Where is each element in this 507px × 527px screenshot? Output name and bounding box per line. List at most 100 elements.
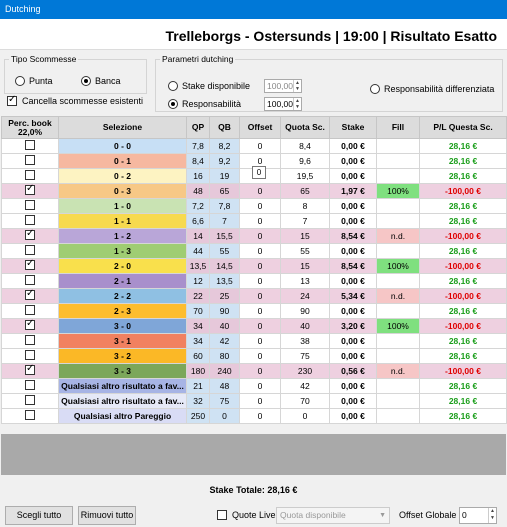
- row-checkbox-cell[interactable]: [1, 408, 59, 424]
- offset-cell[interactable]: 0: [239, 258, 281, 274]
- offset-cell[interactable]: 0: [239, 228, 281, 244]
- col-header-offset[interactable]: Offset: [239, 116, 281, 139]
- row-checkbox-cell[interactable]: [1, 228, 59, 244]
- radio-responsabilita[interactable]: Responsabilità: [168, 99, 241, 109]
- col-header-stake[interactable]: Stake: [329, 116, 377, 139]
- row-checkbox[interactable]: [25, 320, 35, 330]
- col-header-selezione[interactable]: Selezione: [58, 116, 187, 139]
- qb-cell[interactable]: 75: [209, 393, 240, 409]
- offset-cell[interactable]: 0: [239, 408, 281, 424]
- offset-cell[interactable]: 0: [239, 288, 281, 304]
- table-row[interactable]: 2 - 1 12 13,5 0 13 0,00 € 28,16 €: [1, 273, 507, 289]
- table-row[interactable]: 3 - 2 60 80 0 75 0,00 € 28,16 €: [1, 348, 507, 364]
- row-checkbox[interactable]: [25, 410, 35, 420]
- radio-resp-diff-circle[interactable]: [370, 84, 380, 94]
- row-checkbox-cell[interactable]: [1, 303, 59, 319]
- row-checkbox[interactable]: [25, 215, 35, 225]
- offset-cell[interactable]: 0: [239, 243, 281, 259]
- row-checkbox[interactable]: [25, 350, 35, 360]
- col-header-pl[interactable]: P/L Questa Sc.: [419, 116, 507, 139]
- qp-cell[interactable]: 34: [186, 318, 210, 334]
- row-checkbox-cell[interactable]: [1, 243, 59, 259]
- offset-cell[interactable]: 0: [239, 183, 281, 199]
- qp-cell[interactable]: 180: [186, 363, 210, 379]
- offset-cell[interactable]: 0: [239, 303, 281, 319]
- qp-cell[interactable]: 32: [186, 393, 210, 409]
- qb-cell[interactable]: 15,5: [209, 228, 240, 244]
- qp-cell[interactable]: 44: [186, 243, 210, 259]
- row-checkbox[interactable]: [25, 170, 35, 180]
- table-row[interactable]: 2 - 3 70 90 0 90 0,00 €28,16 €: [1, 303, 507, 319]
- qp-cell[interactable]: 7,2: [186, 198, 210, 214]
- qb-cell[interactable]: 19: [209, 168, 240, 184]
- qb-cell[interactable]: 0: [209, 408, 240, 424]
- row-checkbox[interactable]: [25, 290, 35, 300]
- row-checkbox-cell[interactable]: [1, 318, 59, 334]
- qp-cell[interactable]: 14: [186, 228, 210, 244]
- qp-cell[interactable]: 21: [186, 378, 210, 394]
- row-checkbox-cell[interactable]: [1, 288, 59, 304]
- row-checkbox-cell[interactable]: [1, 198, 59, 214]
- row-checkbox[interactable]: [25, 230, 35, 240]
- radio-banca[interactable]: Banca: [81, 76, 121, 86]
- table-row[interactable]: Qualsiasi altro Pareggio 250 0 0 0 0,00 €28,1…: [1, 408, 507, 424]
- quote-live-checkbox[interactable]: Quote Live: [217, 510, 276, 520]
- radio-responsabilita-differenziata[interactable]: Responsabilità differenziata: [370, 84, 494, 94]
- offset-cell[interactable]: 0: [239, 393, 281, 409]
- row-checkbox[interactable]: [25, 155, 35, 165]
- radio-banca-circle[interactable]: [81, 76, 91, 86]
- qp-cell[interactable]: 12: [186, 273, 210, 289]
- qb-cell[interactable]: 13,5: [209, 273, 240, 289]
- qb-cell[interactable]: 55: [209, 243, 240, 259]
- row-checkbox[interactable]: [25, 140, 35, 150]
- radio-stake-disponibile[interactable]: Stake disponibile: [168, 81, 250, 91]
- row-checkbox[interactable]: [25, 200, 35, 210]
- row-checkbox-cell[interactable]: [1, 348, 59, 364]
- offset-cell[interactable]: 0: [239, 213, 281, 229]
- qb-cell[interactable]: 42: [209, 333, 240, 349]
- stake-spinner[interactable]: ▲ ▼: [293, 80, 301, 92]
- offset-cell[interactable]: 0: [239, 363, 281, 379]
- table-row[interactable]: 1 - 0 7,2 7,8 0 8 0,00 € 28,16 €: [1, 198, 507, 214]
- quota-select[interactable]: Quota disponibile ▼: [276, 507, 390, 524]
- col-header-qb[interactable]: QB: [209, 116, 240, 139]
- radio-resp-circle[interactable]: [168, 99, 178, 109]
- row-checkbox-cell[interactable]: [1, 153, 59, 169]
- responsabilita-input[interactable]: 100,00 ▲ ▼: [264, 97, 302, 111]
- row-checkbox-cell[interactable]: [1, 183, 59, 199]
- radio-punta[interactable]: Punta: [15, 76, 53, 86]
- offset-globale-spinner[interactable]: ▲ ▼: [488, 508, 496, 523]
- qb-cell[interactable]: 14,5: [209, 258, 240, 274]
- resp-spinner[interactable]: ▲ ▼: [293, 98, 301, 110]
- qb-cell[interactable]: 240: [209, 363, 240, 379]
- row-checkbox[interactable]: [25, 185, 35, 195]
- qb-cell[interactable]: 80: [209, 348, 240, 364]
- col-header-qp[interactable]: QP: [186, 116, 210, 139]
- offset-cell[interactable]: 0: [239, 273, 281, 289]
- row-checkbox[interactable]: [25, 395, 35, 405]
- row-checkbox-cell[interactable]: [1, 363, 59, 379]
- row-checkbox[interactable]: [25, 245, 35, 255]
- qp-cell[interactable]: 250: [186, 408, 210, 424]
- rimuovi-tutto-button[interactable]: Rimuovi tutto: [78, 506, 136, 525]
- row-checkbox-cell[interactable]: [1, 213, 59, 229]
- col-header-quota[interactable]: Quota Sc.: [280, 116, 330, 139]
- row-checkbox-cell[interactable]: [1, 333, 59, 349]
- row-checkbox[interactable]: [25, 305, 35, 315]
- qp-cell[interactable]: 13,5: [186, 258, 210, 274]
- qb-cell[interactable]: 48: [209, 378, 240, 394]
- qp-cell[interactable]: 8,4: [186, 153, 210, 169]
- row-checkbox-cell[interactable]: [1, 393, 59, 409]
- qb-cell[interactable]: 7,8: [209, 198, 240, 214]
- row-checkbox-cell[interactable]: [1, 258, 59, 274]
- stake-disponibile-input[interactable]: 100,00 ▲ ▼: [264, 79, 302, 93]
- qp-cell[interactable]: 22: [186, 288, 210, 304]
- table-row[interactable]: 1 - 1 6,6 7 0 7 0,00 €28,16 €: [1, 213, 507, 229]
- qp-cell[interactable]: 60: [186, 348, 210, 364]
- row-checkbox-cell[interactable]: [1, 273, 59, 289]
- scegli-tutto-button[interactable]: Scegli tutto: [5, 506, 73, 525]
